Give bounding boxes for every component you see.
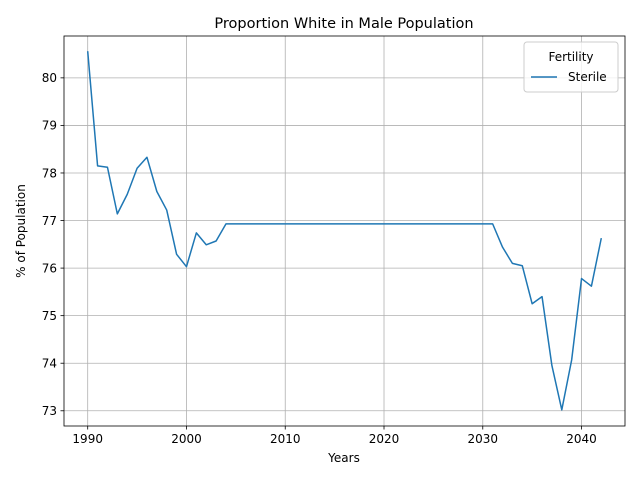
y-axis-label: % of Population (14, 184, 28, 278)
y-tick-label: 79 (42, 119, 57, 133)
y-tick-label: 73 (42, 404, 57, 418)
series-line-sterile (86, 51, 603, 411)
x-tick-label: 1990 (72, 432, 103, 446)
plot-frame (63, 35, 626, 427)
grid (64, 36, 625, 426)
x-tick-label: 2040 (566, 432, 597, 446)
y-axis: 73 74 75 76 77 78 79 80 (42, 71, 64, 418)
x-tick-label: 2000 (171, 432, 202, 446)
y-tick-label: 80 (42, 71, 57, 85)
x-axis: 1990 2000 2010 2020 2030 2040 (72, 426, 597, 446)
y-tick-label: 76 (42, 261, 57, 275)
legend-box (523, 41, 619, 93)
x-axis-label: Years (327, 451, 360, 465)
legend-label-sterile: Sterile (568, 70, 607, 84)
y-tick-label: 74 (42, 357, 57, 371)
y-tick-label: 77 (42, 214, 57, 228)
legend: Fertility Sterile (523, 41, 619, 93)
chart-title: Proportion White in Male Population (214, 16, 473, 32)
y-tick-label: 75 (42, 309, 57, 323)
series-layer (86, 51, 603, 411)
x-tick-label: 2010 (270, 432, 301, 446)
y-tick-label: 78 (42, 166, 57, 180)
legend-title: Fertility (548, 50, 593, 64)
x-tick-label: 2030 (468, 432, 499, 446)
x-tick-label: 2020 (369, 432, 400, 446)
